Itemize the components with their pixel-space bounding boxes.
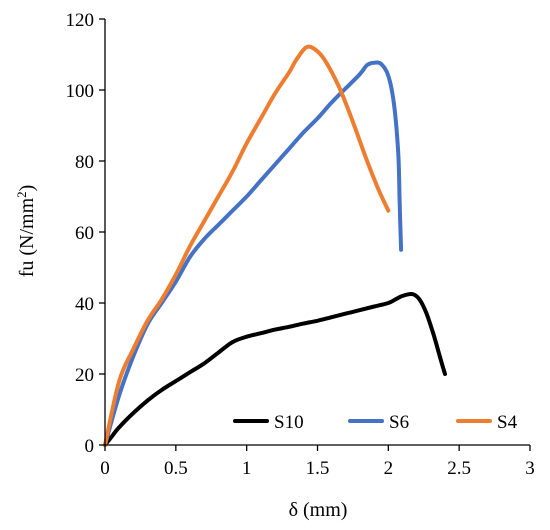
x-tick-label: 0 <box>100 458 110 479</box>
legend: S10 S6 S4 <box>233 412 518 433</box>
legend-item-s4: S4 <box>456 412 518 433</box>
y-axis-title-close: ) <box>16 185 38 192</box>
y-tick-label: 100 <box>66 81 95 102</box>
x-tick-label: 0.5 <box>164 458 188 479</box>
legend-label: S6 <box>389 412 409 433</box>
axes <box>104 19 530 446</box>
x-tick-label: 2.5 <box>447 458 471 479</box>
x-tick-label: 2 <box>384 458 394 479</box>
x-tick-label: 1 <box>242 458 252 479</box>
y-tick-label: 120 <box>66 10 95 31</box>
series-line-s6 <box>103 60 404 447</box>
y-tick-label: 80 <box>75 152 94 173</box>
x-tick-label: 1.5 <box>306 458 330 479</box>
series-line-s10 <box>103 291 447 447</box>
legend-item-s6: S6 <box>348 412 409 433</box>
x-tick-label: 3 <box>525 458 535 479</box>
legend-label: S4 <box>497 412 518 433</box>
y-tick-label: 40 <box>75 294 94 315</box>
y-axis-title-main: fu (N/mm <box>16 197 38 277</box>
y-tick-label: 0 <box>85 436 95 457</box>
y-tick-label: 20 <box>75 365 94 386</box>
y-axis-title: fu (N/mm2) <box>14 185 38 278</box>
ticks: 0 0.5 1 1.5 2 2.5 3 0 20 40 60 80 100 120 <box>66 10 535 479</box>
x-axis-title: δ (mm) <box>289 499 348 521</box>
plot-lines <box>103 44 447 447</box>
y-tick-label: 60 <box>75 223 94 244</box>
legend-label: S10 <box>274 412 304 433</box>
legend-item-s10: S10 <box>233 412 304 433</box>
y-axis-title-superscript: 2 <box>14 191 29 198</box>
series-line-s4 <box>103 44 391 447</box>
